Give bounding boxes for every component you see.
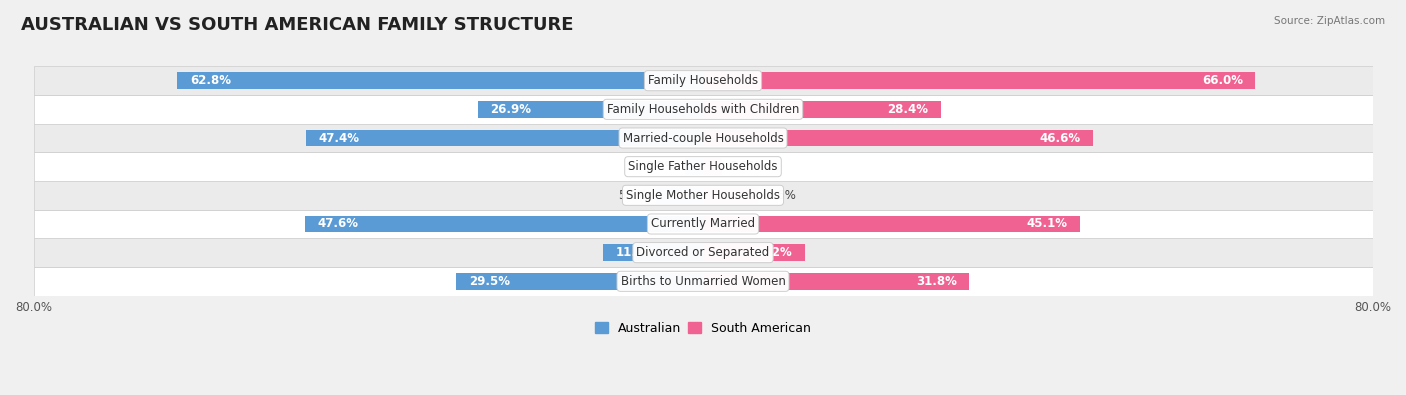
Bar bbox=[657, 187, 703, 204]
Text: 26.9%: 26.9% bbox=[491, 103, 531, 116]
Bar bbox=[34, 267, 1372, 295]
Text: 47.6%: 47.6% bbox=[318, 218, 359, 231]
Text: Single Father Households: Single Father Households bbox=[628, 160, 778, 173]
Bar bbox=[307, 130, 703, 146]
Text: Currently Married: Currently Married bbox=[651, 218, 755, 231]
Bar bbox=[456, 273, 703, 290]
Bar bbox=[603, 245, 703, 261]
Bar bbox=[478, 101, 703, 118]
Text: 5.6%: 5.6% bbox=[619, 189, 648, 202]
Text: 62.8%: 62.8% bbox=[190, 74, 231, 87]
Bar bbox=[305, 216, 703, 232]
Text: 11.9%: 11.9% bbox=[616, 246, 657, 259]
Text: 12.2%: 12.2% bbox=[752, 246, 793, 259]
Text: AUSTRALIAN VS SOUTH AMERICAN FAMILY STRUCTURE: AUSTRALIAN VS SOUTH AMERICAN FAMILY STRU… bbox=[21, 16, 574, 34]
Bar bbox=[34, 66, 1372, 95]
Text: 46.6%: 46.6% bbox=[1039, 132, 1080, 145]
Bar bbox=[34, 95, 1372, 124]
Legend: Australian, South American: Australian, South American bbox=[591, 317, 815, 340]
Text: Married-couple Households: Married-couple Households bbox=[623, 132, 783, 145]
Bar bbox=[34, 210, 1372, 238]
Text: 2.2%: 2.2% bbox=[647, 160, 676, 173]
Text: 66.0%: 66.0% bbox=[1202, 74, 1243, 87]
Bar bbox=[703, 245, 806, 261]
Text: 2.3%: 2.3% bbox=[731, 160, 761, 173]
Text: Family Households with Children: Family Households with Children bbox=[607, 103, 799, 116]
Bar bbox=[703, 216, 1080, 232]
Text: 47.4%: 47.4% bbox=[319, 132, 360, 145]
Text: 29.5%: 29.5% bbox=[468, 275, 509, 288]
Bar bbox=[703, 130, 1092, 146]
Text: 45.1%: 45.1% bbox=[1026, 218, 1069, 231]
Bar bbox=[685, 158, 703, 175]
Bar bbox=[34, 181, 1372, 210]
Text: Births to Unmarried Women: Births to Unmarried Women bbox=[620, 275, 786, 288]
Text: Source: ZipAtlas.com: Source: ZipAtlas.com bbox=[1274, 16, 1385, 26]
Text: Family Households: Family Households bbox=[648, 74, 758, 87]
Text: 28.4%: 28.4% bbox=[887, 103, 928, 116]
Bar bbox=[703, 187, 758, 204]
Text: 31.8%: 31.8% bbox=[915, 275, 956, 288]
Bar bbox=[703, 273, 969, 290]
Bar bbox=[34, 238, 1372, 267]
Bar bbox=[177, 72, 703, 89]
Text: Divorced or Separated: Divorced or Separated bbox=[637, 246, 769, 259]
Bar bbox=[34, 152, 1372, 181]
Bar bbox=[703, 158, 723, 175]
Text: 6.6%: 6.6% bbox=[766, 189, 796, 202]
Bar bbox=[703, 72, 1256, 89]
Bar bbox=[34, 124, 1372, 152]
Text: Single Mother Households: Single Mother Households bbox=[626, 189, 780, 202]
Bar bbox=[703, 101, 941, 118]
